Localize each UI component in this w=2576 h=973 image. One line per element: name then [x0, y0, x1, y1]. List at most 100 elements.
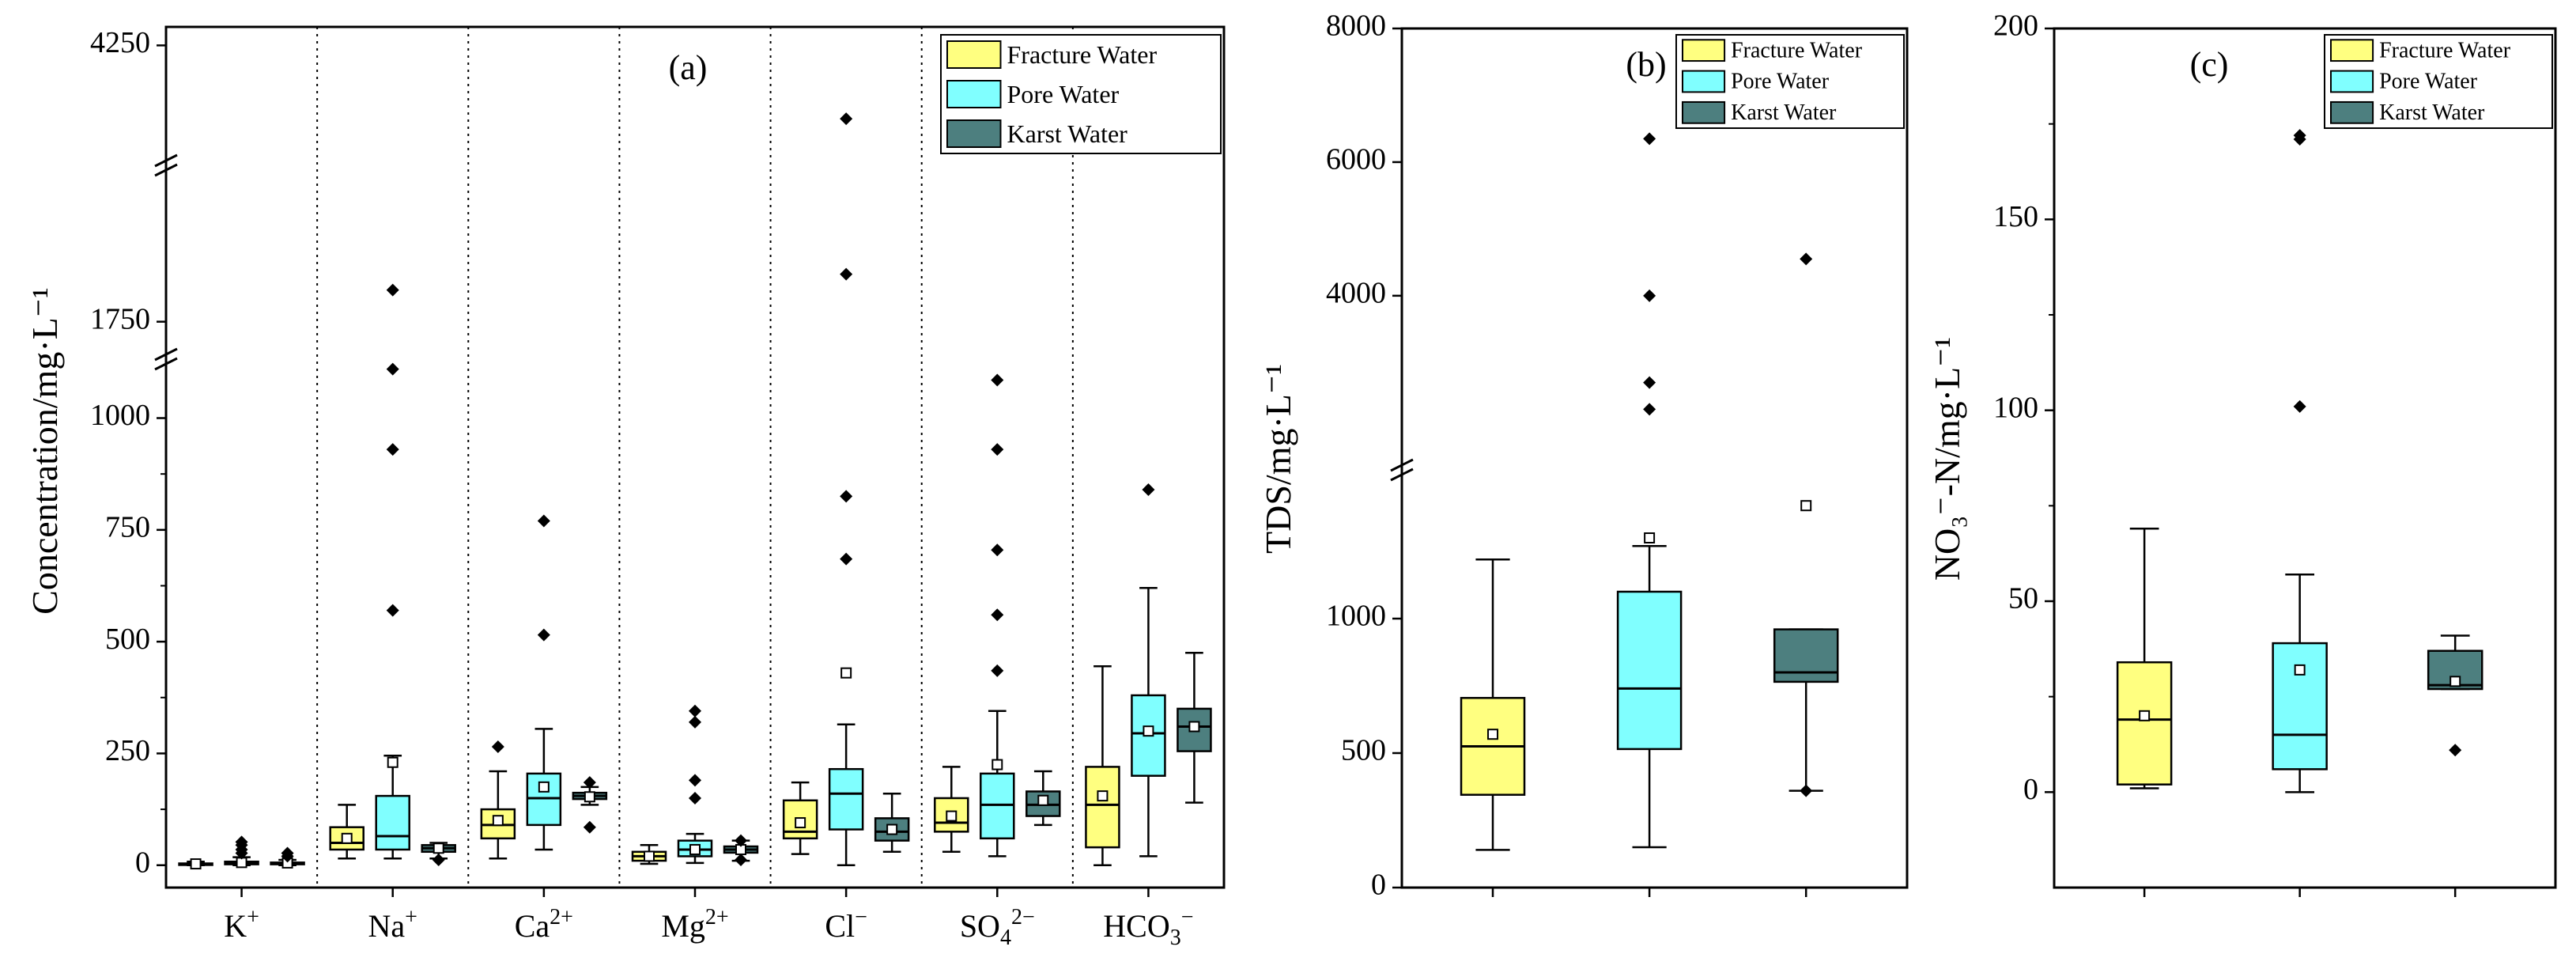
plot-a-g4-box2-mean	[886, 823, 898, 835]
legend-a-label-0: Fracture Water	[1007, 40, 1158, 69]
plot-a-g0-box2-outlier-1	[281, 846, 294, 860]
panel-a-legend: Fracture Water Pore Water Karst Water	[940, 34, 1222, 154]
plot-a-g6-box1-mean	[1143, 725, 1154, 737]
legend-a-swatch-0	[946, 40, 1002, 69]
plot-c-box1-box	[2272, 642, 2328, 770]
plot-b-axis-break-2	[1390, 468, 1414, 482]
plot-a-g6-box0-mean	[1097, 790, 1109, 802]
plot-a-g4-box1-mean	[840, 667, 852, 679]
plot-a-marks: 0 250 500 750 1000 1750 4250 K+ Na+ Ca2+ Mg2+ Cl− SO…	[90, 25, 1226, 950]
plot-b-axis-break-1	[1390, 458, 1414, 472]
panel-c: 0 50 100 150 200 (c) NO₃⁻-N/mg·L⁻¹ Fracture …	[1927, 9, 2557, 897]
plot-c-box1-mean	[2294, 664, 2306, 676]
plot-a-ytick-label-1-0: 1750	[90, 302, 150, 335]
plot-b-box2-outlier-1	[1800, 252, 1813, 266]
plot-a-g2-box1-outlier-1	[537, 514, 550, 528]
plot-a-ytick-label-0-0: 0	[135, 846, 150, 879]
plot-c-ytick-label-2: 100	[1993, 391, 2038, 424]
panel-c-label: (c)	[2190, 45, 2229, 84]
plot-a-g1-box1-box	[375, 794, 410, 851]
legend-c-label-1: Pore Water	[2379, 70, 2478, 94]
plot-a-axis-break-upper-1	[154, 153, 178, 168]
plot-a-g5-box2-mean	[1037, 794, 1049, 806]
legend-b-swatch-1	[1682, 70, 1726, 93]
plot-a-xtick-label-2: Ca2+	[515, 905, 573, 944]
plot-c-box2-mean	[2449, 676, 2461, 687]
plot-c-frame	[2053, 27, 2557, 889]
plot-a-g5-box1-outlier-0	[991, 664, 1004, 677]
plot-a-g6-box0-box	[1085, 766, 1120, 849]
plot-a-g2-box1-outlier-0	[537, 628, 550, 642]
plot-b-box1-box	[1616, 590, 1683, 751]
plot-a-axis-break-lower-1	[154, 347, 178, 362]
plot-c-box2-outlier-0	[2449, 744, 2462, 757]
plot-a-g4-box1-box	[828, 767, 864, 831]
plot-a-g4-box0-mean	[795, 817, 806, 829]
legend-c-label-0: Fracture Water	[2379, 38, 2511, 62]
plot-b-box1-outlier-1	[1643, 376, 1656, 389]
plot-a-g1-box2-mean	[432, 842, 444, 854]
plot-a-g2-box2-outlier-0	[583, 820, 596, 834]
plot-a-xtick-label-0: K+	[224, 905, 259, 944]
plot-a-g1-box1-outlier-1	[386, 443, 399, 456]
plot-a-g5-box1-outlier-3	[991, 443, 1004, 456]
plot-a-g5-box1-outlier-1	[991, 608, 1004, 622]
plot-a-g2-box2-mean	[584, 791, 595, 803]
plot-b-ytick-label-0-0: 0	[1371, 869, 1386, 902]
legend-b-swatch-2	[1682, 100, 1726, 124]
plot-c-ytick-label-0: 0	[2023, 773, 2038, 806]
plot-a-g1-box1-outlier-3	[386, 283, 399, 297]
plot-b-ytick-label-1-0: 4000	[1326, 277, 1386, 310]
plot-c-ytick-label-3: 150	[1993, 200, 2038, 233]
plot-c-box1-outlier-2	[2293, 129, 2306, 142]
plot-a-xtick-label-5: SO42−	[960, 905, 1035, 950]
legend-b-label-2: Karst Water	[1731, 100, 1837, 125]
plot-a-ytick-label-0-3: 750	[105, 511, 150, 544]
plot-a-xtick-label-1: Na+	[368, 905, 417, 944]
plot-a-g6-box2-mean	[1188, 721, 1200, 733]
plot-c-ytick-label-1: 50	[2008, 582, 2038, 615]
plot-a-g3-box2-outlier-1	[735, 834, 747, 847]
plot-b-ytick-label-0-2: 1000	[1326, 600, 1386, 633]
plot-a-axis-break-upper-2	[154, 163, 178, 177]
legend-b-label-1: Pore Water	[1731, 70, 1830, 94]
plot-c-marks: 0 50 100 150 200	[1993, 9, 2557, 897]
plot-a-g2-box0-outlier-0	[491, 740, 504, 753]
plot-a-xtick-label-3: Mg2+	[661, 905, 728, 944]
plot-a-g6-box1-outlier-0	[1142, 483, 1155, 496]
plot-b-box1-outlier-3	[1643, 132, 1656, 146]
plot-a-g3-box1-outlier-0	[689, 791, 701, 805]
plot-a-g3-box1-mean	[689, 843, 701, 855]
legend-a-label-2: Karst Water	[1007, 119, 1128, 148]
plot-a-g1-box0-mean	[341, 832, 353, 844]
plot-a-g5-box1-mean	[991, 759, 1003, 770]
plot-a-g1-box2-outlier-0	[432, 853, 445, 866]
legend-b-label-0: Fracture Water	[1731, 38, 1863, 62]
panel-a-ylabel: Concentration/mg·L⁻¹	[25, 287, 65, 615]
plot-b-box2-box	[1773, 628, 1839, 683]
legend-c-swatch-1	[2330, 70, 2374, 93]
plot-a-g0-box0-mean	[190, 858, 202, 870]
plot-b-ytick-label-1-2: 8000	[1326, 9, 1386, 43]
plot-c-box0-mean	[2139, 710, 2151, 721]
plot-a-ytick-label-2-0: 4250	[90, 26, 150, 59]
plot-a-g1-box1-outlier-0	[386, 604, 399, 617]
plot-b-box2-mean	[1800, 500, 1812, 512]
plot-a-xtick-label-6: HCO3−	[1103, 905, 1193, 950]
plot-a-g2-box2-outlier-1	[583, 776, 596, 789]
panel-a: 0 250 500 750 1000 1750 4250 K+ Na+ Ca2+ Mg2+ Cl− SO…	[25, 25, 1226, 950]
plot-c-ytick-label-4: 200	[1993, 9, 2038, 43]
plot-b-box2-outlier-0	[1800, 784, 1813, 797]
panel-b-legend: Fracture Water Pore Water Karst Water	[1675, 34, 1905, 129]
panel-b-ylabel: TDS/mg·L⁻¹	[1258, 364, 1298, 554]
plot-a-g5-box1-outlier-4	[991, 373, 1004, 387]
plot-a-g4-box1-outlier-0	[840, 552, 853, 566]
legend-a-label-1: Pore Water	[1007, 80, 1120, 108]
panel-a-label: (a)	[669, 48, 708, 87]
panel-b: 0 500 1000 4000 6000 8000 (b) TDS/mg·L⁻¹ Frac…	[1258, 9, 1909, 902]
legend-c-swatch-0	[2330, 39, 2374, 62]
plot-a-g4-box1-outlier-3	[840, 112, 853, 126]
plot-a-g2-box0-mean	[492, 815, 504, 827]
